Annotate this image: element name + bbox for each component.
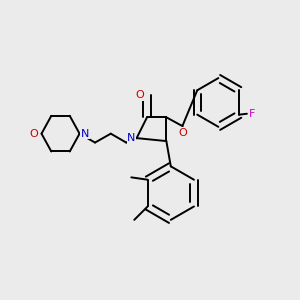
Text: F: F bbox=[249, 109, 255, 119]
Text: N: N bbox=[81, 129, 89, 139]
Text: O: O bbox=[178, 128, 187, 138]
Text: O: O bbox=[30, 129, 38, 139]
Text: N: N bbox=[127, 133, 136, 143]
Text: O: O bbox=[135, 90, 144, 100]
